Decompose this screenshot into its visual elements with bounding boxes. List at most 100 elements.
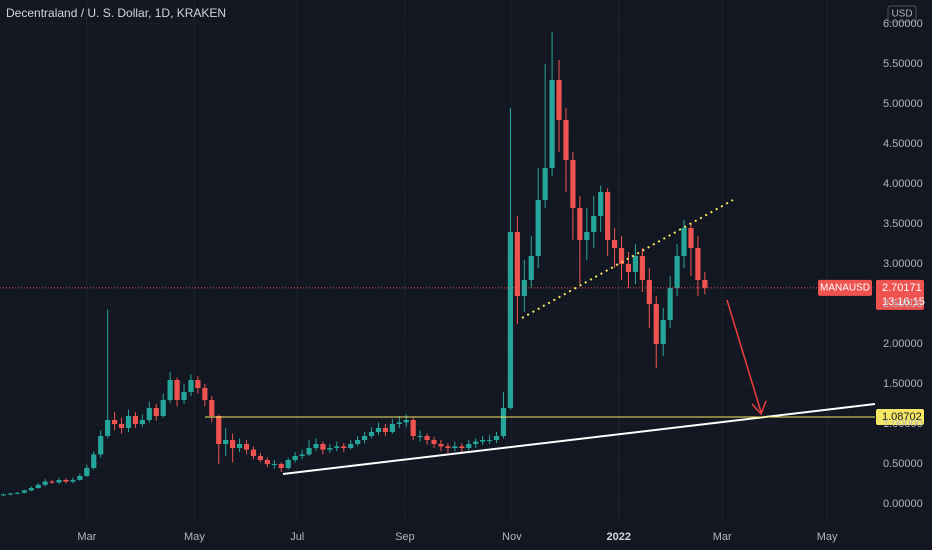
candle-body bbox=[306, 448, 312, 455]
candle-body bbox=[7, 493, 14, 495]
y-tick-label: 3.00000 bbox=[883, 258, 923, 270]
last-price-label: 2.70171 bbox=[882, 282, 922, 294]
x-tick-label: 2022 bbox=[607, 531, 631, 543]
y-tick-label: 6.00000 bbox=[883, 18, 923, 30]
candle-body bbox=[639, 256, 645, 280]
candle-body bbox=[49, 481, 55, 483]
candle-body bbox=[403, 420, 409, 423]
candle-body bbox=[570, 160, 576, 208]
candle-body bbox=[660, 320, 666, 344]
candle-body bbox=[56, 480, 62, 483]
candle-body bbox=[549, 80, 555, 168]
candle-body bbox=[132, 416, 139, 424]
candle-body bbox=[424, 436, 430, 440]
arrow-head bbox=[751, 400, 767, 416]
candle-body bbox=[528, 256, 534, 280]
y-tick-label: 0.50000 bbox=[883, 458, 923, 470]
candle-body bbox=[632, 256, 639, 272]
y-tick-label: 1.50000 bbox=[883, 378, 923, 390]
candle-body bbox=[514, 232, 520, 296]
candle-body bbox=[410, 420, 416, 436]
y-tick-label: 5.50000 bbox=[883, 58, 923, 70]
candle-body bbox=[653, 304, 659, 344]
x-tick-label: May bbox=[817, 531, 838, 543]
candle-body bbox=[389, 424, 395, 432]
candle-body bbox=[507, 232, 514, 408]
candle-body bbox=[667, 288, 673, 320]
candle-body bbox=[243, 444, 250, 450]
candle-body bbox=[674, 256, 680, 288]
candle-body bbox=[285, 460, 291, 468]
candle-body bbox=[236, 444, 243, 448]
candle-body bbox=[146, 408, 152, 420]
candle-body bbox=[125, 416, 132, 428]
candle-body bbox=[438, 444, 444, 447]
candle-body bbox=[139, 420, 145, 424]
candle-body bbox=[480, 440, 486, 442]
candle-body bbox=[417, 436, 423, 437]
candle-body bbox=[611, 240, 618, 248]
candle-body bbox=[202, 388, 208, 400]
candle-body bbox=[230, 440, 236, 448]
dotted-trendline bbox=[521, 199, 734, 319]
candle-body bbox=[63, 480, 69, 482]
symbol-tag bbox=[818, 279, 872, 296]
candle-body bbox=[702, 280, 708, 288]
countdown: 13:16:15 bbox=[882, 296, 925, 308]
level-label: 1.08702 bbox=[882, 411, 922, 423]
candle-body bbox=[35, 484, 41, 488]
candle-body bbox=[452, 446, 458, 448]
candle-body bbox=[473, 441, 479, 444]
candle-body bbox=[313, 444, 319, 448]
y-tick-label: 2.00000 bbox=[883, 338, 923, 350]
candle-body bbox=[368, 432, 375, 436]
candle-body bbox=[521, 280, 527, 296]
candle-body bbox=[556, 80, 562, 120]
candle-body bbox=[84, 468, 90, 476]
candle-body bbox=[382, 428, 389, 432]
candle-body bbox=[42, 481, 48, 485]
y-tick-label: 4.50000 bbox=[883, 138, 923, 150]
x-tick-label: Mar bbox=[713, 531, 732, 543]
price-tag bbox=[876, 279, 924, 310]
candle-body bbox=[431, 440, 437, 444]
candle-body bbox=[500, 408, 507, 436]
candle-body bbox=[0, 494, 7, 496]
candle-body bbox=[278, 464, 284, 468]
y-tick-label: 2.50000 bbox=[883, 298, 923, 310]
candle-body bbox=[111, 420, 118, 424]
candle-body bbox=[77, 476, 83, 480]
arrow bbox=[726, 299, 762, 413]
y-tick-label: 3.50000 bbox=[883, 218, 923, 230]
candle-body bbox=[486, 440, 493, 441]
candle-body bbox=[348, 444, 354, 448]
candle-body bbox=[28, 488, 34, 491]
candle-body bbox=[577, 208, 583, 240]
currency: USD bbox=[891, 9, 912, 20]
currency-box bbox=[887, 5, 917, 23]
candle-body bbox=[598, 192, 604, 216]
candle-body bbox=[542, 168, 548, 200]
candle-body bbox=[174, 380, 180, 400]
candle-body bbox=[625, 264, 632, 272]
candle-body bbox=[361, 436, 368, 440]
y-tick-label: 5.00000 bbox=[883, 98, 923, 110]
candle-body bbox=[160, 400, 166, 416]
symbol-label: MANAUSD bbox=[820, 283, 870, 294]
candle-body bbox=[688, 228, 694, 248]
x-tick-label: Mar bbox=[77, 531, 96, 543]
candle-body bbox=[264, 460, 270, 464]
chart-title: Decentraland / U. S. Dollar, 1D, KRAKEN bbox=[6, 6, 226, 20]
candle-body bbox=[695, 248, 701, 280]
candles bbox=[0, 32, 708, 496]
candle-body bbox=[299, 454, 305, 456]
candle-body bbox=[396, 422, 402, 424]
candle-body bbox=[91, 454, 97, 468]
candle-body bbox=[181, 392, 187, 400]
candle-body bbox=[209, 400, 215, 416]
candle-body bbox=[292, 456, 298, 460]
candle-body bbox=[21, 490, 27, 493]
candle-body bbox=[257, 456, 264, 460]
